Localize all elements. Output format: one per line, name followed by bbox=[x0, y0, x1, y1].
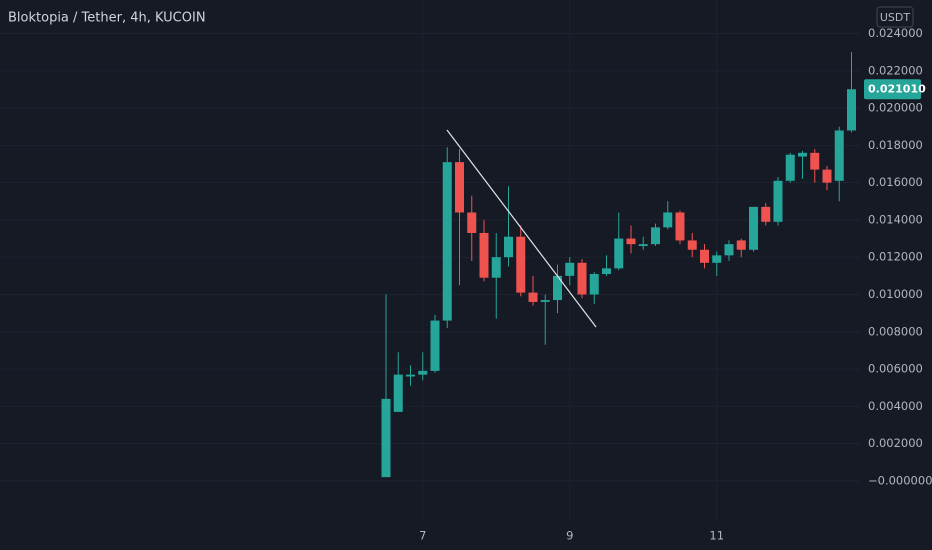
candle-body bbox=[749, 206, 758, 250]
candle-body bbox=[736, 240, 746, 250]
candle-body bbox=[700, 249, 709, 263]
candle-body bbox=[528, 292, 538, 302]
last-price-box bbox=[864, 79, 921, 100]
candle-body bbox=[491, 257, 501, 278]
candle-body bbox=[418, 370, 428, 375]
y-tick-label: 0.022000 bbox=[868, 63, 923, 77]
candle-body bbox=[479, 232, 489, 278]
candle-body bbox=[442, 162, 452, 321]
candle-body bbox=[834, 130, 844, 181]
candle-body bbox=[540, 300, 550, 302]
x-tick-label: 9 bbox=[566, 529, 573, 543]
candle-body bbox=[467, 212, 477, 233]
candle-body bbox=[761, 206, 771, 222]
y-tick-label: 0.004000 bbox=[868, 399, 923, 413]
trend-line bbox=[446, 129, 597, 328]
candle-body bbox=[847, 89, 856, 131]
candle-body bbox=[773, 180, 783, 222]
y-tick-label: −0.000000 bbox=[868, 473, 932, 487]
candle-body bbox=[430, 320, 440, 371]
y-tick-label: 0.016000 bbox=[868, 175, 923, 189]
candle-body bbox=[381, 398, 391, 478]
candle-body bbox=[455, 162, 464, 213]
candle-body bbox=[638, 244, 648, 247]
candle-body bbox=[651, 227, 660, 245]
candle-body bbox=[516, 236, 526, 293]
candle-body bbox=[589, 273, 599, 295]
y-tick-label: 0.008000 bbox=[868, 324, 923, 338]
x-tick-label: 11 bbox=[709, 529, 724, 543]
candle-body bbox=[712, 255, 722, 263]
candle-body bbox=[602, 268, 611, 274]
currency-box bbox=[876, 6, 914, 28]
y-tick-label: 0.014000 bbox=[868, 212, 923, 226]
y-tick-label: 0.024000 bbox=[868, 26, 923, 40]
candle-body bbox=[565, 262, 575, 276]
y-tick-label: 0.020000 bbox=[868, 101, 923, 115]
candle-body bbox=[798, 152, 807, 157]
candle-body bbox=[626, 238, 636, 245]
candle-body bbox=[822, 169, 832, 183]
candle-body bbox=[393, 374, 403, 412]
y-tick-label: 0.018000 bbox=[868, 138, 923, 152]
candle-body bbox=[785, 154, 795, 181]
candles bbox=[381, 52, 856, 478]
last-price-label: 0.021010 bbox=[868, 82, 926, 95]
candle-body bbox=[663, 212, 673, 228]
y-tick-label: 0.012000 bbox=[868, 250, 923, 264]
x-tick-label: 7 bbox=[419, 529, 426, 543]
candle-body bbox=[687, 240, 697, 250]
candle-body bbox=[577, 262, 587, 295]
currency-label: USDT bbox=[880, 11, 911, 24]
candle-body bbox=[810, 152, 820, 170]
y-tick-label: 0.006000 bbox=[868, 362, 923, 376]
candle-body bbox=[614, 238, 624, 269]
y-tick-label: 0.002000 bbox=[868, 436, 923, 450]
grid bbox=[0, 0, 860, 520]
candle-body bbox=[675, 212, 685, 241]
chart-title: Bloktopia / Tether, 4h, KUCOIN bbox=[8, 11, 206, 26]
candle-body bbox=[553, 275, 562, 301]
candle-body bbox=[724, 244, 734, 256]
candle-body bbox=[504, 236, 513, 258]
candle-body bbox=[406, 374, 415, 377]
y-tick-label: 0.010000 bbox=[868, 287, 923, 301]
